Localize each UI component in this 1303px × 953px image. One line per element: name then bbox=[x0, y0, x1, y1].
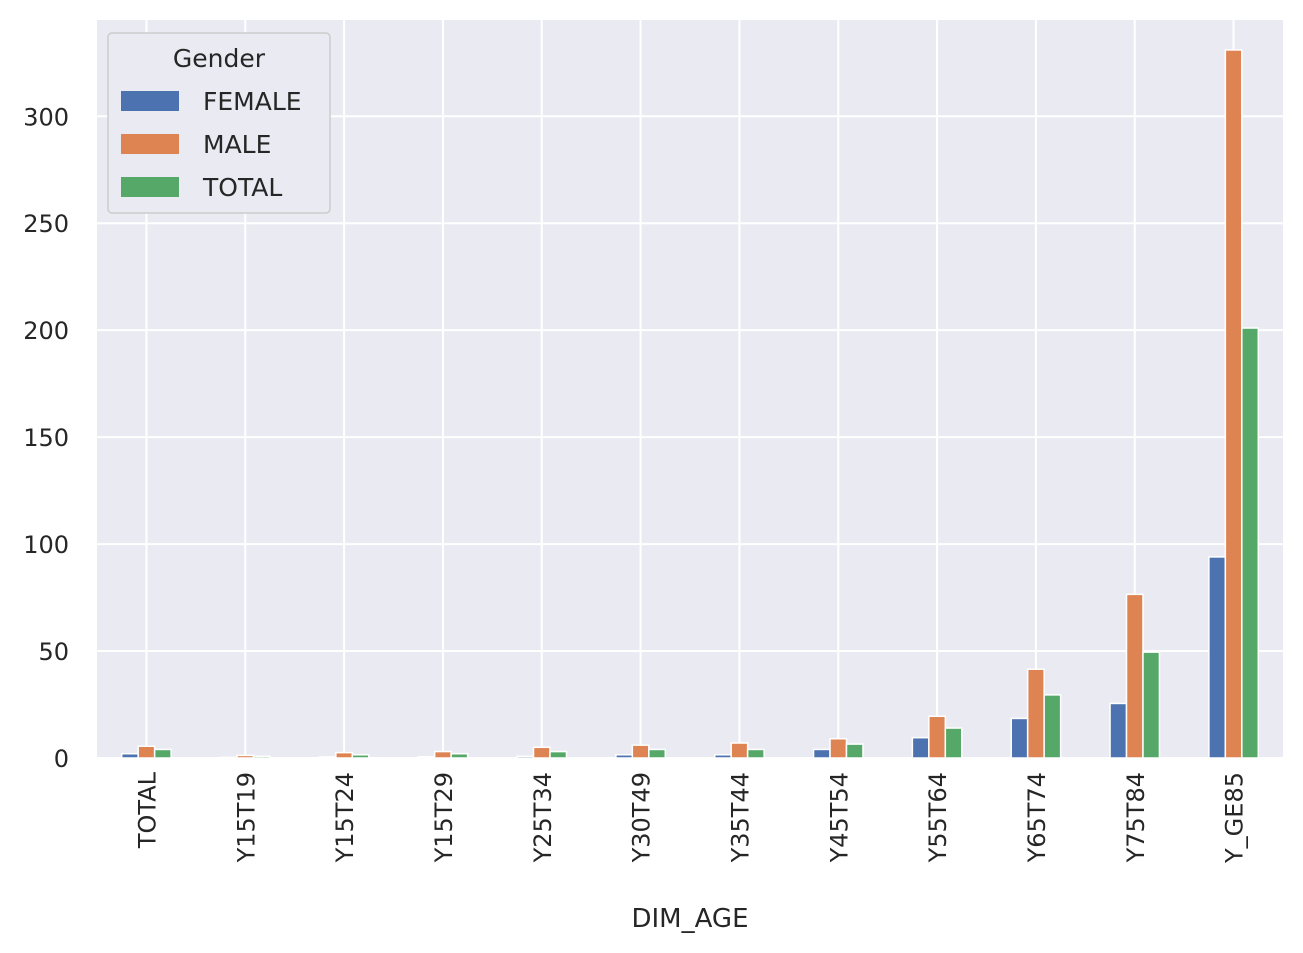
x-tick-label: Y25T34 bbox=[529, 772, 557, 863]
bar-male-y_ge85 bbox=[1224, 49, 1243, 759]
x-axis-ticks: TOTAL Y15T19 Y15T24 Y15T29 Y25T34 Y30T49 Y35T4… bbox=[133, 771, 1248, 864]
y-tick-label: 300 bbox=[23, 103, 69, 131]
legend-swatch-female bbox=[121, 91, 179, 111]
bar-total-y25t34 bbox=[549, 750, 568, 759]
legend-label-female: FEMALE bbox=[203, 87, 302, 116]
y-tick-label: 0 bbox=[54, 745, 69, 773]
bar-male-y25t34 bbox=[532, 746, 551, 759]
bar-total-y35t44 bbox=[746, 748, 765, 759]
bar-female-y_ge85 bbox=[1208, 556, 1227, 759]
y-tick-label: 100 bbox=[23, 531, 69, 559]
y-tick-label: 250 bbox=[23, 210, 69, 238]
bar-total-y_ge85 bbox=[1241, 327, 1260, 759]
x-axis-label: DIM_AGE bbox=[631, 904, 748, 934]
bar-male-y75t84 bbox=[1125, 593, 1144, 759]
bar-total-y30t49 bbox=[648, 748, 667, 759]
x-tick-label: TOTAL bbox=[133, 771, 161, 849]
legend-swatch-total bbox=[121, 177, 179, 197]
x-tick-label: Y55T64 bbox=[924, 772, 952, 863]
legend: Gender FEMALE MALE TOTAL bbox=[107, 32, 331, 214]
bar-total-y75t84 bbox=[1142, 651, 1161, 759]
legend-label-total: TOTAL bbox=[202, 173, 282, 202]
bar-female-y75t84 bbox=[1109, 702, 1128, 759]
bar-male-y45t54 bbox=[829, 737, 848, 759]
x-tick-label: Y15T19 bbox=[232, 772, 260, 863]
bar-female-y35t44 bbox=[713, 754, 732, 759]
x-tick-label: Y15T29 bbox=[430, 772, 458, 863]
y-tick-label: 150 bbox=[23, 424, 69, 452]
bar-total-y45t54 bbox=[845, 743, 864, 759]
bar-male-y55t64 bbox=[928, 715, 947, 759]
bars bbox=[120, 49, 1260, 759]
legend-title: Gender bbox=[173, 44, 266, 73]
legend-swatch-male bbox=[121, 134, 179, 154]
bar-female-total bbox=[120, 752, 139, 759]
bar-total-y65t74 bbox=[1043, 694, 1062, 759]
bar-female-y65t74 bbox=[1010, 717, 1029, 759]
x-tick-label: Y15T24 bbox=[331, 772, 359, 863]
x-tick-label: Y30T49 bbox=[628, 772, 656, 863]
bar-female-y55t64 bbox=[911, 736, 930, 759]
bar-total-total bbox=[153, 748, 172, 759]
bar-total-y15t24 bbox=[351, 754, 370, 759]
bar-male-y35t44 bbox=[730, 742, 749, 759]
bar-female-y30t49 bbox=[615, 754, 634, 759]
bar-female-y25t34 bbox=[516, 755, 535, 759]
x-tick-label: Y35T44 bbox=[726, 772, 754, 863]
x-tick-label: Y65T74 bbox=[1023, 772, 1051, 863]
y-tick-label: 200 bbox=[23, 317, 69, 345]
y-tick-label: 50 bbox=[38, 638, 69, 666]
bar-total-y15t29 bbox=[450, 752, 469, 759]
legend-box bbox=[107, 32, 331, 214]
bar-total-y55t64 bbox=[944, 727, 963, 759]
bar-male-total bbox=[137, 745, 156, 759]
bar-male-y15t19 bbox=[236, 754, 255, 759]
bar-female-y45t54 bbox=[812, 748, 831, 759]
bar-total-y15t19 bbox=[252, 755, 271, 759]
x-tick-label: Y45T54 bbox=[825, 772, 853, 863]
bar-male-y15t29 bbox=[433, 750, 452, 759]
bar-female-y15t24 bbox=[318, 756, 337, 759]
bar-female-y15t19 bbox=[219, 756, 238, 759]
bar-male-y15t24 bbox=[335, 751, 354, 759]
x-tick-label: Y_GE85 bbox=[1221, 772, 1249, 864]
x-tick-label: Y75T84 bbox=[1122, 772, 1150, 863]
bar-male-y30t49 bbox=[631, 744, 650, 759]
legend-label-male: MALE bbox=[203, 130, 271, 159]
y-axis-ticks: 0 50 100 150 200 250 300 bbox=[23, 103, 69, 773]
bar-male-y65t74 bbox=[1026, 668, 1045, 759]
bar-female-y15t29 bbox=[417, 755, 436, 759]
